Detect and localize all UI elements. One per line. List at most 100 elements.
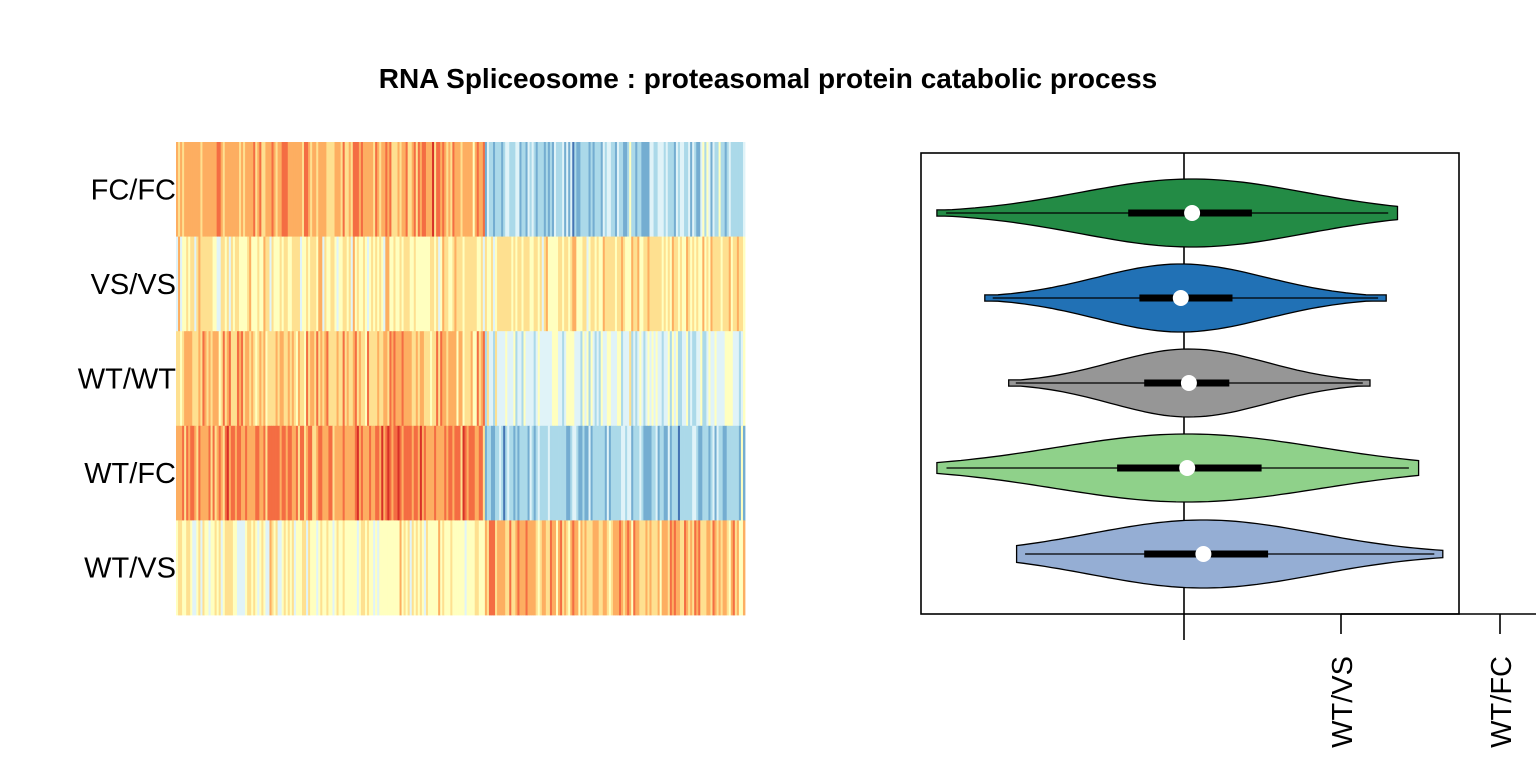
heatmap-cell (263, 331, 266, 427)
heatmap-cell (722, 236, 726, 332)
heatmap-cell (675, 331, 679, 427)
heatmap-cell (698, 142, 701, 237)
heatmap-cell (653, 331, 656, 427)
heatmap-cell (314, 236, 317, 332)
heatmap-cell (291, 520, 295, 616)
heatmap-cell (417, 331, 421, 427)
heatmap-cell (334, 520, 337, 616)
heatmap-cell (495, 142, 498, 237)
heatmap-cell (350, 425, 354, 521)
heatmap-cell (643, 236, 646, 332)
heatmap-cell (509, 520, 512, 616)
heatmap-cell (578, 425, 581, 521)
heatmap-cell (295, 236, 299, 332)
heatmap-cell (304, 142, 307, 237)
heatmap-cell (655, 425, 659, 521)
heatmap-cell (448, 331, 451, 427)
heatmap-cell (576, 331, 579, 427)
heatmap-cell (694, 331, 697, 427)
heatmap-cell (389, 331, 392, 427)
heatmap-cell (738, 236, 742, 332)
heatmap-cell (297, 142, 301, 237)
heatmap-cell (470, 236, 474, 332)
heatmap-cell (358, 142, 362, 237)
heatmap-cell (326, 236, 329, 332)
heatmap-cell (598, 425, 602, 521)
heatmap-cell (330, 425, 333, 521)
heatmap-cell (208, 520, 211, 616)
heatmap-cell (623, 520, 626, 616)
heatmap-cell (196, 520, 199, 616)
heatmap-cell (338, 142, 341, 237)
heatmap-cell (614, 425, 618, 521)
heatmap-cell (460, 425, 463, 521)
heatmap-cell (677, 142, 681, 237)
heatmap-cell (369, 520, 372, 616)
heatmap-cell (484, 520, 488, 616)
heatmap-cell (208, 142, 211, 237)
heatmap-cell (531, 236, 535, 332)
heatmap-cell (413, 236, 417, 332)
heatmap-cell (543, 425, 547, 521)
heatmap-cell (383, 425, 386, 521)
heatmap-cell (436, 142, 439, 237)
heatmap-cell (702, 142, 705, 237)
heatmap-cell (360, 236, 364, 332)
heatmap-cell (399, 142, 402, 237)
heatmap-cell (718, 236, 722, 332)
heatmap-cell (484, 236, 488, 332)
heatmap-cell (521, 520, 524, 616)
heatmap-cell (592, 331, 596, 427)
heatmap-cell (261, 142, 264, 237)
heatmap-cell (495, 520, 498, 616)
heatmap-cell (722, 520, 726, 616)
heatmap-cell (612, 142, 616, 237)
heatmap-cell (403, 425, 407, 521)
heatmap-cell (460, 142, 463, 237)
heatmap-cell (501, 520, 504, 616)
heatmap-cell (356, 236, 360, 332)
heatmap-cell (413, 331, 417, 427)
heatmap-cell (456, 425, 459, 521)
heatmap-cell (427, 331, 431, 427)
heatmap-cell (598, 142, 602, 237)
heatmap-cell (360, 142, 364, 237)
heatmap-cell (637, 236, 640, 332)
heatmap-cell (706, 520, 709, 616)
heatmap-cell (436, 236, 439, 332)
heatmap-cell (194, 142, 197, 237)
heatmap-row (176, 520, 746, 616)
heatmap-cell (417, 236, 421, 332)
heatmap-cell (176, 425, 179, 521)
heatmap-cell (671, 331, 675, 427)
heatmap-cell (401, 520, 404, 616)
heatmap-cell (592, 236, 596, 332)
heatmap-cell (375, 425, 378, 521)
heatmap-cell (316, 142, 319, 237)
heatmap-cell (604, 331, 608, 427)
heatmap-cell (641, 520, 644, 616)
heatmap-cell (214, 236, 218, 332)
heatmap-cell (616, 236, 620, 332)
heatmap-cell (625, 236, 628, 332)
heatmap-cell (198, 236, 201, 332)
heatmap-cell (200, 331, 203, 427)
heatmap-cell (560, 331, 563, 427)
heatmap-cell (236, 425, 240, 521)
heatmap-cell (600, 236, 604, 332)
heatmap-cell (277, 331, 281, 427)
heatmap-cell (736, 142, 740, 237)
heatmap-cell (728, 520, 732, 616)
heatmap-cell (606, 520, 610, 616)
heatmap-cell (688, 331, 691, 427)
heatmap-cell (556, 236, 559, 332)
heatmap-cell (730, 425, 734, 521)
heatmap-cell (338, 236, 341, 332)
heatmap-cell (206, 425, 209, 521)
heatmap-cell (576, 520, 579, 616)
heatmap-cell (686, 236, 689, 332)
heatmap-cell (688, 142, 691, 237)
heatmap-cell (407, 236, 411, 332)
heatmap-cell (588, 520, 591, 616)
heatmap-cell (234, 425, 238, 521)
